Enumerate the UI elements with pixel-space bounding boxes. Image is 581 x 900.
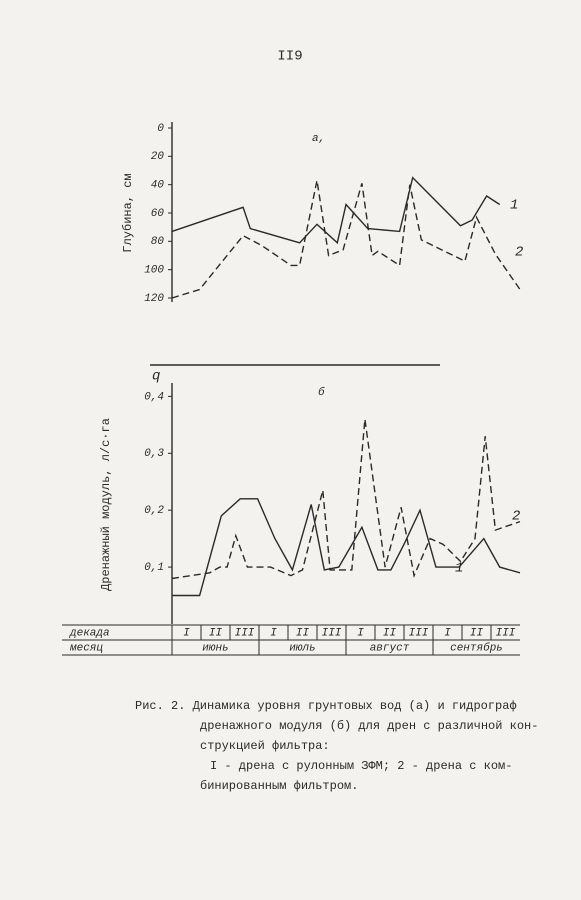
table-cell: июнь xyxy=(202,642,228,654)
table-cell: I xyxy=(183,627,190,639)
caption-line: дренажного модуля (б) для дрен с различн… xyxy=(200,719,538,733)
table-cell: III xyxy=(496,627,516,639)
row-header: месяц xyxy=(69,642,103,654)
table-cell: III xyxy=(322,627,342,639)
y-tick-label: 0 xyxy=(157,123,164,135)
caption-line: бинированным фильтром. xyxy=(200,779,358,793)
y-axis-label: Дренажный модуль, л/с·га xyxy=(99,418,113,591)
y-tick-label: 0,3 xyxy=(144,448,164,460)
table-cell: III xyxy=(235,627,255,639)
data-line xyxy=(171,419,521,580)
y-tick-label: 0,4 xyxy=(144,391,164,403)
panel-label: б xyxy=(318,386,325,399)
table-cell: II xyxy=(209,627,223,639)
table-cell: август xyxy=(370,642,410,654)
table-cell: II xyxy=(383,627,397,639)
data-line xyxy=(172,498,521,597)
caption-line: Рис. 2. Динамика уровня грунтовых вод (а… xyxy=(135,699,517,713)
y-tick-label: 0,2 xyxy=(144,505,164,517)
table-cell: I xyxy=(444,627,451,639)
curve-label: 2 xyxy=(515,245,523,261)
y-tick-label: 20 xyxy=(151,151,165,163)
y-symbol: q xyxy=(152,369,160,385)
panel-label: а, xyxy=(312,133,325,145)
table-cell: II xyxy=(470,627,484,639)
caption-line: струкцией фильтра: xyxy=(200,739,330,753)
table-cell: II xyxy=(296,627,310,639)
page-number: II9 xyxy=(277,49,302,65)
row-header: декада xyxy=(69,627,110,639)
table-cell: сентябрь xyxy=(450,641,503,654)
y-tick-label: 40 xyxy=(151,180,165,192)
data-line xyxy=(171,176,501,245)
y-tick-label: 0,1 xyxy=(144,562,164,574)
y-tick-label: 80 xyxy=(151,236,165,248)
table-cell: июль xyxy=(289,642,315,654)
curve-label: 2 xyxy=(512,509,520,525)
figure: 0 20 40 60 80 100 120 Глубина, см а, 1 2 0,1 0,2 0,3 0… xyxy=(62,122,523,656)
y-tick-label: 60 xyxy=(151,208,165,220)
data-line xyxy=(171,180,521,299)
table-cell: I xyxy=(270,627,277,639)
y-tick-label: 100 xyxy=(144,265,164,277)
curve-label: 1 xyxy=(455,561,463,577)
table-cell: I xyxy=(357,627,364,639)
y-axis-label: Глубина, см xyxy=(121,173,135,252)
y-tick-label: 120 xyxy=(144,293,164,305)
curve-label: 1 xyxy=(510,198,518,214)
caption-line: I - дрена с рулонным ЗФМ; 2 - дрена с ко… xyxy=(210,759,512,773)
table-cell: III xyxy=(409,627,429,639)
